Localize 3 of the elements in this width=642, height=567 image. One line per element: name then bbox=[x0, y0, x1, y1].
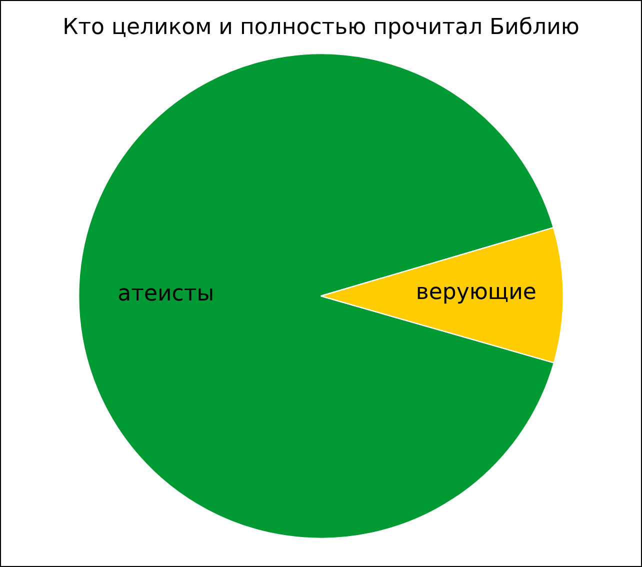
chart-title: Кто целиком и полностью прочитал Библию bbox=[62, 14, 580, 42]
slice-label: верующие bbox=[416, 280, 536, 306]
slice-label: атеисты bbox=[118, 281, 214, 306]
